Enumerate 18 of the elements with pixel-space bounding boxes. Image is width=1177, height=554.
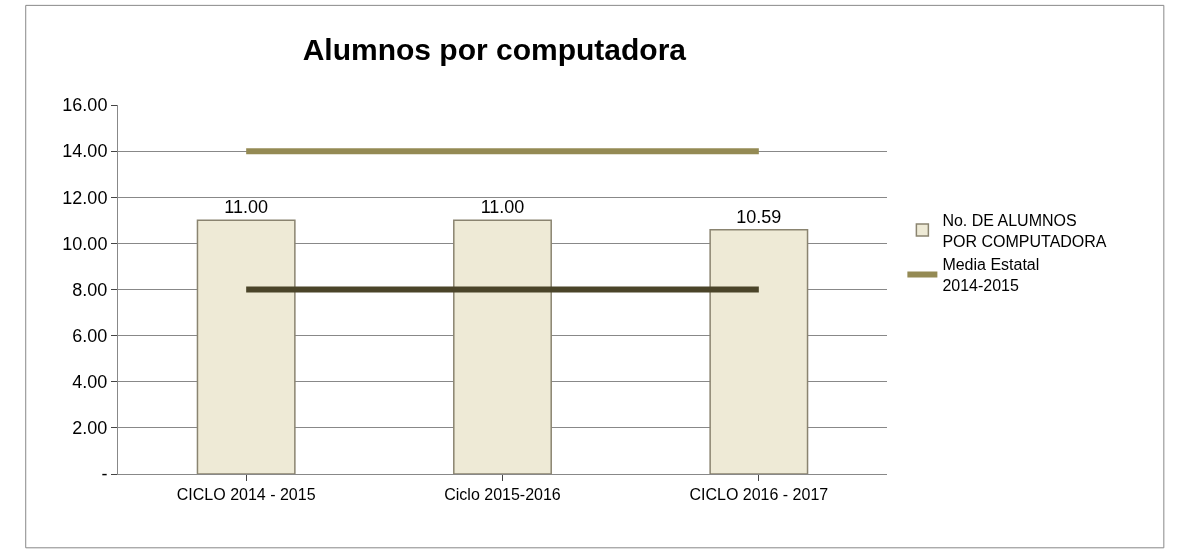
data-label: 10.59 <box>736 206 782 227</box>
x-tick-label: CICLO 2014 - 2015 <box>176 486 316 504</box>
y-tick-label: 6.00 <box>72 325 108 346</box>
y-tick-label: 4.00 <box>72 372 108 393</box>
y-tick-label: - <box>101 464 108 485</box>
x-tick-label: Ciclo 2015-2016 <box>444 486 561 504</box>
data-label: 11.00 <box>224 197 269 218</box>
legend-label: No. DE ALUMNOS POR COMPUTADORA <box>942 211 1107 250</box>
y-tick-label: 14.00 <box>62 141 108 162</box>
x-tick-label: CICLO 2016 - 2017 <box>689 486 829 504</box>
y-tick-label: 2.00 <box>72 418 108 439</box>
data-label: 11.00 <box>480 197 525 218</box>
chart-title: Alumnos por computadora <box>302 32 687 66</box>
y-tick-label: 12.00 <box>62 187 108 208</box>
y-tick-label: 8.00 <box>72 279 108 300</box>
legend-label: Media Estatal 2014-2015 <box>942 256 1040 295</box>
y-tick-label: 10.00 <box>62 233 108 254</box>
y-tick-label: 16.00 <box>62 95 108 116</box>
